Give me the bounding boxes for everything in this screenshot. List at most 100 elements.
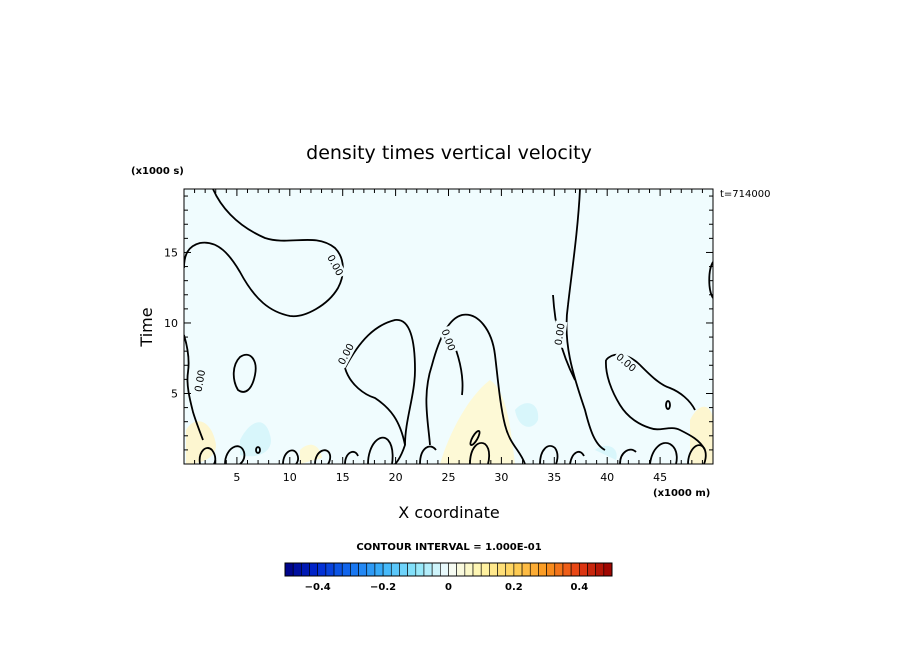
colorbar-cell xyxy=(325,562,335,577)
contour-line xyxy=(184,334,204,441)
colorbar-cell xyxy=(374,562,384,577)
contour-line xyxy=(232,353,257,393)
colorbar-cell xyxy=(480,562,490,577)
contour-line xyxy=(198,447,217,464)
x-tick-label: 20 xyxy=(389,471,403,484)
colorbar xyxy=(284,562,613,577)
contour-line xyxy=(665,400,671,410)
colorbar-cell xyxy=(440,562,449,577)
y-tick-label: 10 xyxy=(164,317,178,330)
negative-patch xyxy=(240,422,271,457)
colorbar-tick-label: −0.2 xyxy=(370,582,396,593)
colorbar-cell xyxy=(570,562,580,577)
chart-title: density times vertical velocity xyxy=(306,142,592,164)
contour-line xyxy=(605,359,706,451)
time-stamp: t=714000 xyxy=(720,189,770,200)
colorbar-cell xyxy=(456,562,466,577)
contour-label-bg xyxy=(438,325,459,355)
colorbar-cell xyxy=(382,562,392,577)
negative-patch xyxy=(515,403,539,427)
colorbar-cell xyxy=(521,562,531,577)
contour-line xyxy=(419,445,437,464)
contour-line xyxy=(687,444,707,464)
colorbar-cell xyxy=(317,562,327,577)
x-tick-label: 30 xyxy=(494,471,508,484)
contour-label: 0.00 xyxy=(554,323,568,347)
colorbar-cell xyxy=(603,562,613,577)
y-tick-label: 15 xyxy=(164,246,178,259)
positive-patch xyxy=(186,421,216,464)
y-axis-label: Time xyxy=(137,307,156,347)
colorbar-cell xyxy=(554,562,564,577)
y-tick-label: 5 xyxy=(171,387,178,400)
colorbar-cell xyxy=(301,562,310,577)
colorbar-cell xyxy=(366,562,376,577)
colorbar-cell xyxy=(431,562,441,577)
colorbar-cell xyxy=(399,562,408,577)
contour-line xyxy=(619,448,637,464)
contour-line xyxy=(344,450,359,464)
contour-line xyxy=(539,445,559,464)
contour-label: 0.00 xyxy=(194,369,209,393)
colorbar-cell xyxy=(358,562,368,577)
colorbar-cell xyxy=(390,562,400,577)
colorbar-cell xyxy=(341,562,351,577)
y-axis-ticks: 5 10 15 xyxy=(164,195,713,451)
negative-patch xyxy=(595,445,617,460)
colorbar-cell xyxy=(546,562,556,577)
colorbar-cell xyxy=(505,562,515,577)
x-tick-label: 25 xyxy=(442,471,456,484)
colorbar-tick-label: 0.2 xyxy=(505,582,523,593)
contour-line xyxy=(224,445,246,464)
colorbar-cell xyxy=(309,562,318,577)
x-tick-label: 15 xyxy=(336,471,350,484)
contour-label-bg xyxy=(191,366,209,395)
contour-line xyxy=(344,319,416,464)
x-tick-label: 10 xyxy=(283,471,297,484)
positive-patch xyxy=(300,444,322,464)
contour-lines xyxy=(184,189,713,464)
color-patches xyxy=(186,380,713,464)
colorbar-cell xyxy=(292,562,302,577)
contour-line xyxy=(649,442,678,464)
colorbar-cell xyxy=(350,562,359,577)
colorbar-cell xyxy=(489,562,498,577)
colorbar-cell xyxy=(538,562,547,577)
colorbar-tick-label: −0.4 xyxy=(305,582,331,593)
colorbar-frame xyxy=(284,562,613,577)
contour-line xyxy=(184,189,344,317)
colorbar-cell xyxy=(448,562,457,577)
contour-line xyxy=(367,436,394,464)
x-axis-label: X coordinate xyxy=(398,503,499,522)
x-tick-label: 35 xyxy=(547,471,561,484)
x-tick-label: 5 xyxy=(233,471,240,484)
colorbar-cell xyxy=(472,562,482,577)
contour-line xyxy=(314,449,332,464)
contour-line xyxy=(708,261,713,299)
x-tick-label: 40 xyxy=(600,471,614,484)
contour-label-bg xyxy=(323,250,347,280)
contour-line xyxy=(569,450,585,464)
colorbar-cell xyxy=(513,562,523,577)
contour-line xyxy=(344,367,406,446)
colorbar-cell xyxy=(562,562,572,577)
colorbar-tick-label: 0 xyxy=(445,582,452,593)
contour-label-bg xyxy=(612,349,641,376)
x-tick-label: 45 xyxy=(653,471,667,484)
contour-line xyxy=(255,446,261,454)
contour-line xyxy=(469,442,491,464)
colorbar-cell xyxy=(415,562,425,577)
positive-patch xyxy=(440,380,515,464)
colorbar-cell xyxy=(284,562,294,577)
colorbar-cell xyxy=(529,562,539,577)
x-axis-ticks: 5 10 15 20 25 30 35 40 45 xyxy=(194,189,703,484)
contour-line xyxy=(469,430,481,446)
positive-patch xyxy=(690,406,713,464)
x-scale-label: (x1000 m) xyxy=(653,488,710,499)
colorbar-tick-label: 0.4 xyxy=(570,582,588,593)
contour-label-bg xyxy=(334,339,358,369)
contour-label-bg xyxy=(551,320,568,348)
colorbar-cell xyxy=(464,562,474,577)
contour-line xyxy=(282,449,300,464)
